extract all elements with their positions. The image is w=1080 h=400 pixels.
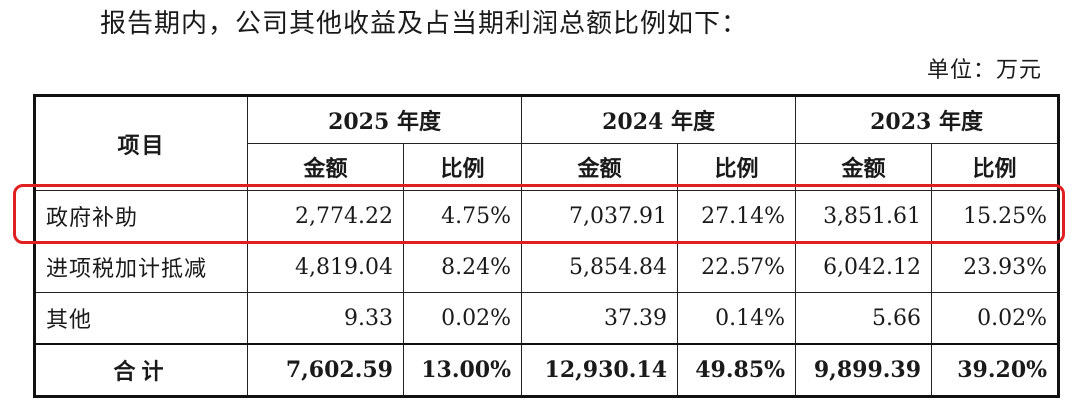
- ratio-header: 比例: [931, 143, 1060, 191]
- row-label: 政府补助: [34, 190, 248, 242]
- total-ratio-cell: 39.20%: [931, 343, 1060, 397]
- ratio-cell: 0.14%: [677, 292, 797, 345]
- amount-cell: 37.39: [521, 292, 679, 345]
- amount-cell: 5.66: [795, 292, 933, 345]
- amount-cell: 7,037.91: [521, 190, 679, 242]
- table-row-input-tax-deduction: 进项税加计抵减 4,819.04 8.24% 5,854.84 22.57% 6…: [34, 241, 1060, 293]
- table-row-other: 其他 9.33 0.02% 37.39 0.14% 5.66 0.02%: [34, 292, 1060, 345]
- ratio-cell: 27.14%: [677, 190, 797, 242]
- header-row-years: 项目 2025 年度 2024 年度 2023 年度: [34, 95, 1060, 191]
- amount-header: 金额: [247, 143, 404, 191]
- total-amount-cell: 12,930.14: [521, 343, 679, 397]
- ratio-cell: 22.57%: [677, 241, 797, 293]
- amount-header: 金额: [795, 143, 933, 191]
- amount-cell: 9.33: [247, 292, 404, 345]
- ratio-header: 比例: [677, 143, 797, 191]
- amount-cell: 3,851.61: [795, 190, 933, 242]
- item-column-header: 项目: [34, 95, 248, 191]
- amount-header: 金额: [521, 143, 679, 191]
- total-amount-cell: 9,899.39: [795, 343, 933, 397]
- other-income-table: 项目 2025 年度 2024 年度 2023 年度 金额 比例 金额 比例 金…: [33, 94, 1061, 398]
- table-row-total: 合计 7,602.59 13.00% 12,930.14 49.85% 9,89…: [34, 343, 1060, 397]
- unit-label: 单位：万元: [926, 58, 1042, 83]
- ratio-cell: 23.93%: [931, 241, 1060, 293]
- row-label: 进项税加计抵减: [34, 241, 248, 293]
- row-label: 其他: [34, 292, 248, 345]
- ratio-cell: 15.25%: [931, 190, 1060, 242]
- amount-cell: 5,854.84: [521, 241, 679, 293]
- year-header-2025: 2025 年度: [246, 95, 523, 144]
- total-ratio-cell: 13.00%: [402, 343, 523, 397]
- ratio-cell: 4.75%: [402, 190, 523, 242]
- table-row-government-subsidy: 政府补助 2,774.22 4.75% 7,037.91 27.14% 3,85…: [34, 190, 1060, 242]
- amount-cell: 4,819.04: [247, 241, 404, 293]
- year-header-2023: 2023 年度: [795, 95, 1060, 144]
- intro-paragraph: 报告期内，公司其他收益及占当期利润总额比例如下：: [100, 9, 749, 39]
- ratio-cell: 0.02%: [402, 292, 523, 345]
- amount-cell: 6,042.12: [795, 241, 933, 293]
- ratio-cell: 0.02%: [931, 292, 1060, 345]
- total-ratio-cell: 49.85%: [677, 343, 797, 397]
- ratio-cell: 8.24%: [402, 241, 523, 293]
- year-header-2024: 2024 年度: [521, 95, 797, 144]
- ratio-header: 比例: [402, 143, 523, 191]
- total-label: 合计: [34, 343, 248, 397]
- total-amount-cell: 7,602.59: [247, 343, 404, 397]
- amount-cell: 2,774.22: [247, 190, 404, 242]
